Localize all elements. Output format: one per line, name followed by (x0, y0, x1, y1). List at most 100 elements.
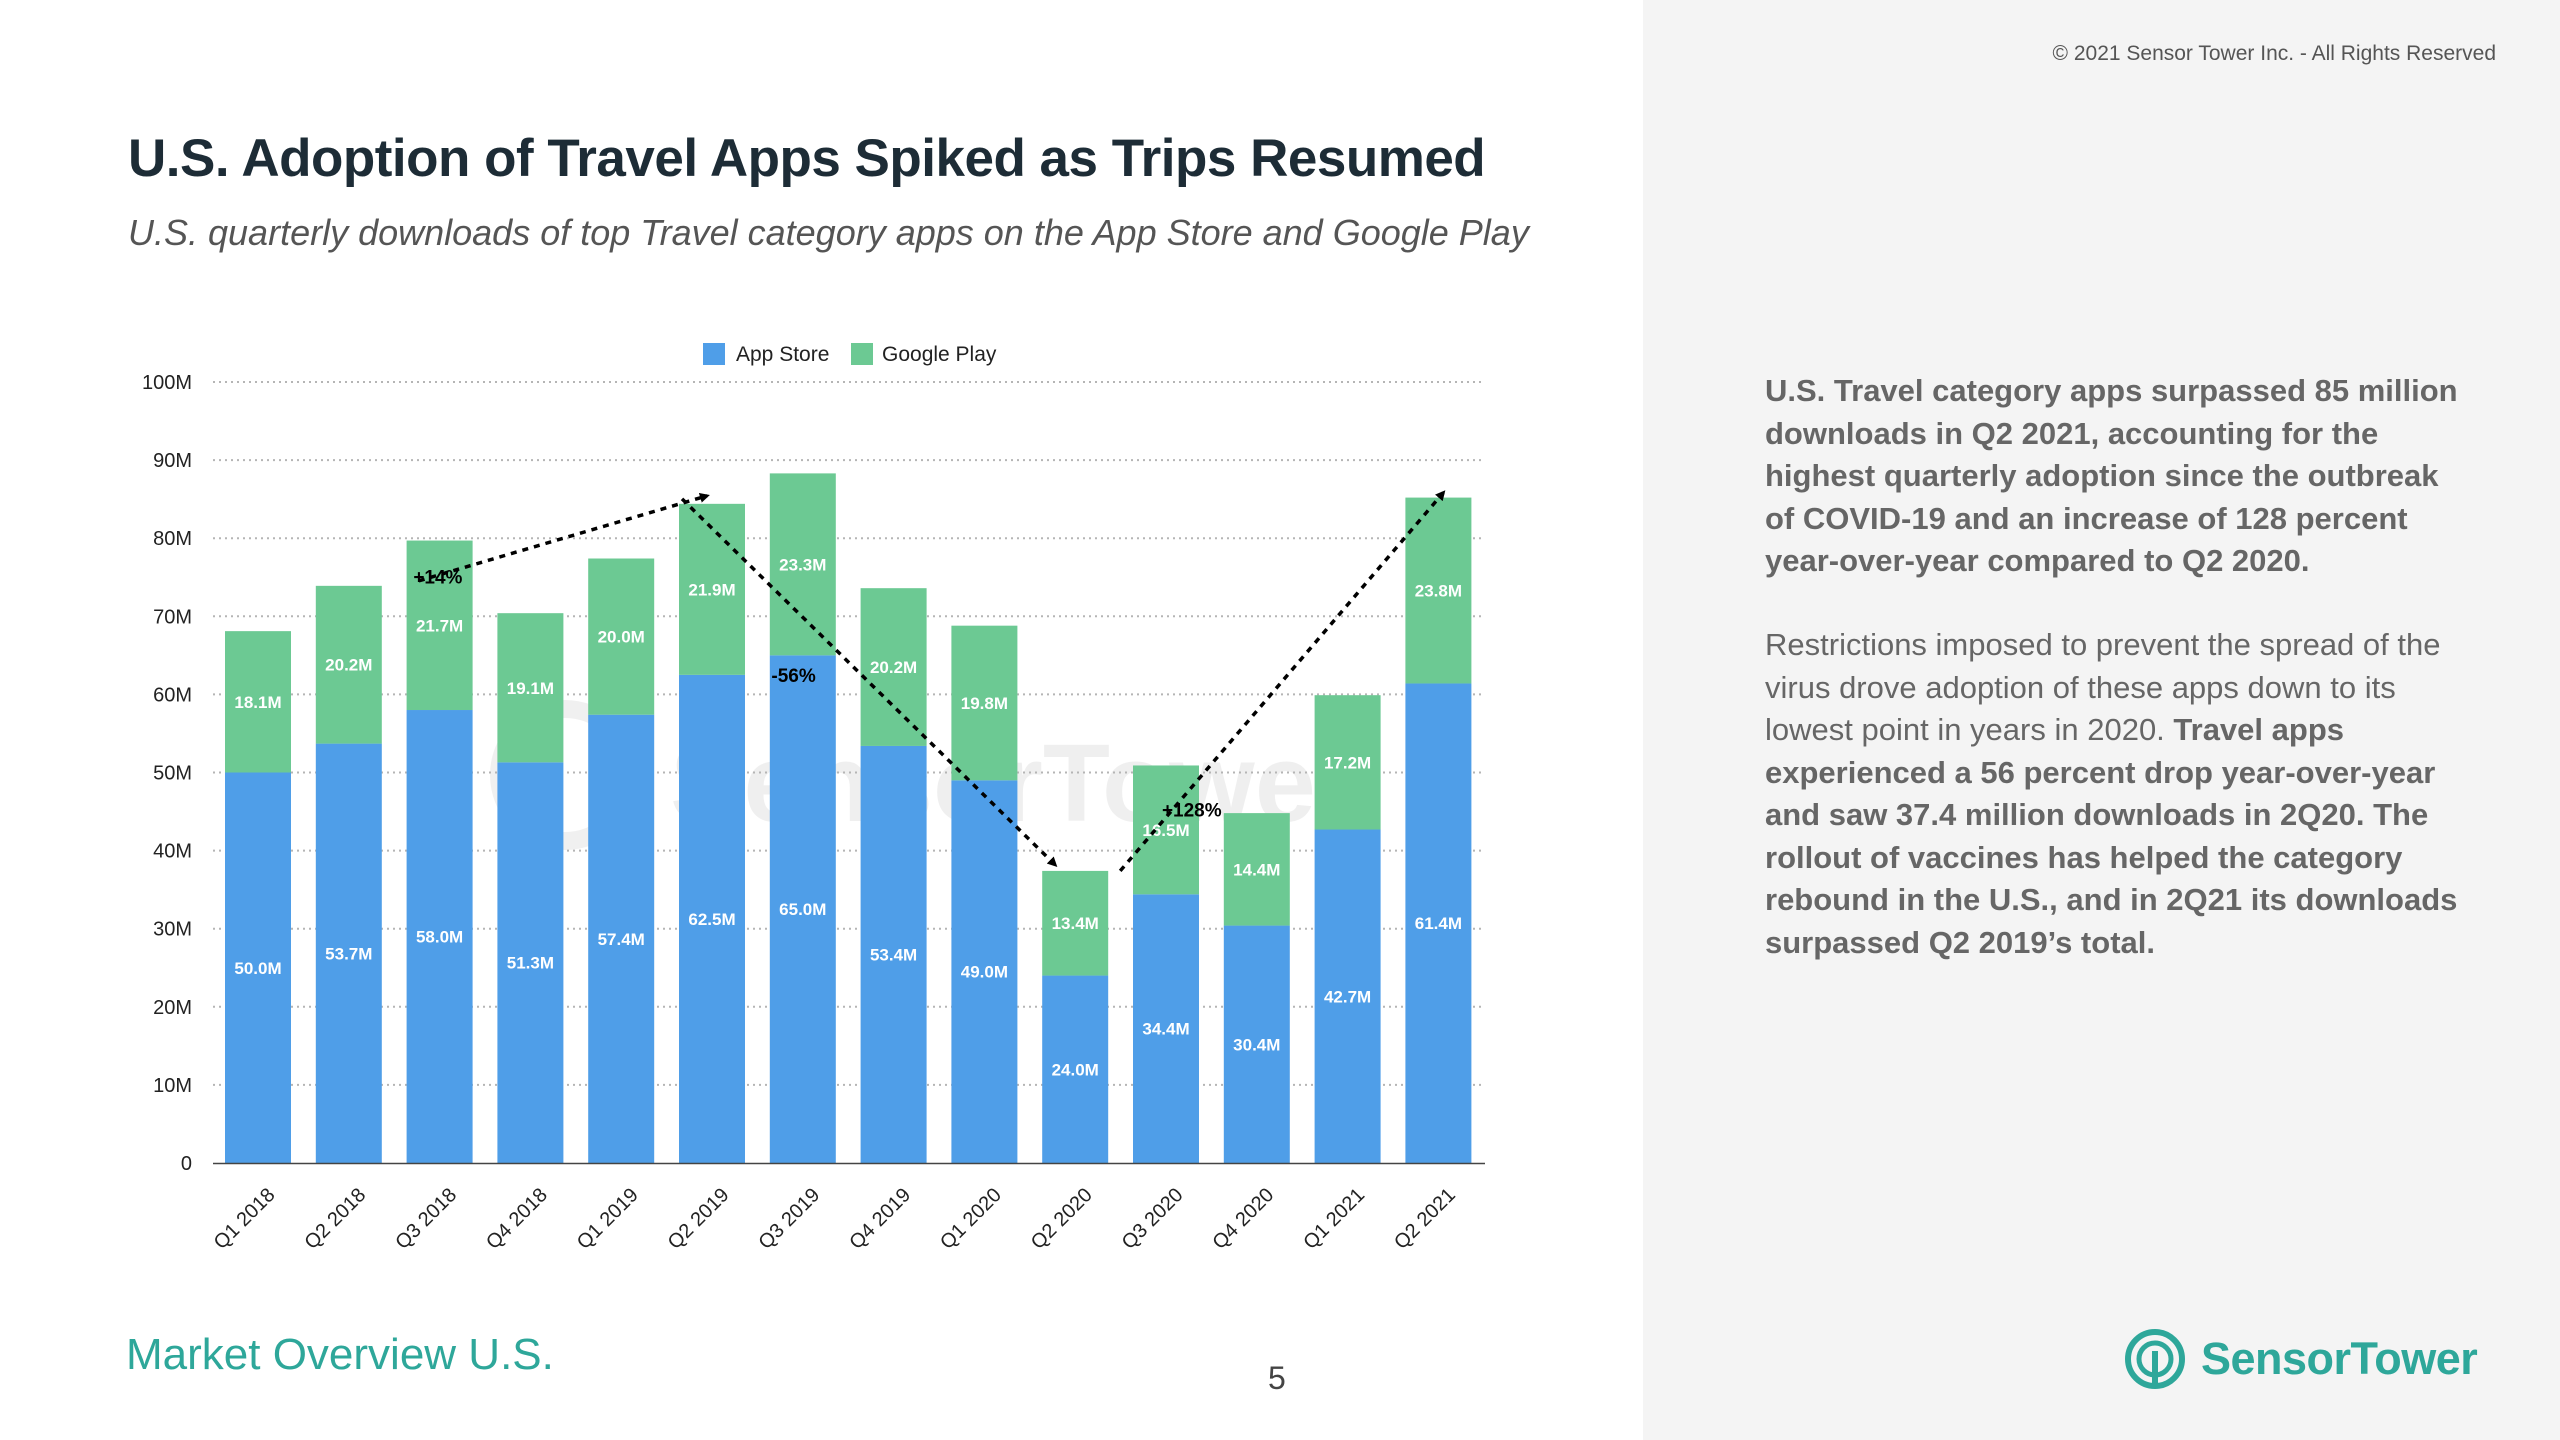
data-label-google-play: 20.0M (598, 628, 645, 647)
data-label-google-play: 19.1M (507, 679, 554, 698)
y-tick-label: 60M (153, 684, 192, 706)
copyright-notice: © 2021 Sensor Tower Inc. - All Rights Re… (2052, 42, 2496, 65)
x-tick-label: Q4 2019 (845, 1184, 915, 1254)
data-label-app-store: 65.0M (779, 900, 826, 919)
x-tick-label: Q2 2021 (1390, 1184, 1460, 1254)
data-label-app-store: 50.0M (234, 959, 281, 978)
annotation-label: -56% (771, 666, 815, 687)
x-tick-label: Q1 2021 (1299, 1184, 1369, 1254)
bar-app-store (497, 762, 564, 1163)
x-tick-label: Q1 2019 (573, 1184, 643, 1254)
brand-logo: SensorTower (2123, 1326, 2478, 1392)
bar-google-play (679, 503, 745, 675)
bar-google-play (1042, 870, 1109, 976)
chart-data-labels: 50.0M 18.1M 53.7M 20.2M 58.0M 21.7M 51.3M 19.1M… (234, 555, 1462, 1079)
downloads-chart: App Store Google Play 50.0M 18.1M 53.7M 20.… (142, 343, 1485, 1254)
x-tick-label: Q1 2018 (210, 1184, 280, 1254)
y-tick-label: 40M (153, 841, 192, 863)
y-tick-label: 70M (153, 606, 192, 628)
data-label-google-play: 20.2M (325, 656, 372, 675)
annotation-label: +14% (413, 567, 462, 588)
data-label-app-store: 62.5M (688, 910, 735, 929)
x-tick-label: Q1 2020 (936, 1184, 1006, 1254)
data-label-app-store: 53.4M (870, 945, 917, 964)
legend-swatch-app-store (703, 343, 725, 365)
chart-gridlines (213, 381, 1485, 1086)
data-label-google-play: 19.8M (961, 694, 1008, 713)
bar-app-store (1314, 829, 1381, 1163)
legend-swatch-google-play (851, 343, 873, 365)
y-tick-label: 100M (142, 372, 192, 394)
data-label-app-store: 49.0M (961, 963, 1008, 982)
data-label-app-store: 51.3M (507, 954, 554, 973)
bar-app-store (679, 674, 745, 1163)
bar-google-play (769, 473, 836, 656)
data-label-app-store: 34.4M (1142, 1020, 1189, 1039)
x-tick-label: Q2 2020 (1027, 1184, 1097, 1254)
bar-google-play (951, 625, 1018, 781)
x-tick-label: Q2 2018 (301, 1184, 371, 1254)
data-label-google-play: 17.2M (1324, 753, 1371, 772)
brand-name: SensorTower (2201, 1333, 2478, 1384)
y-tick-label: 10M (153, 1075, 192, 1097)
summary-paragraph-2-text: Restrictions imposed to prevent the spre… (1765, 627, 2441, 747)
bar-app-store (1042, 975, 1109, 1163)
y-tick-label: 0 (181, 1153, 192, 1175)
bar-google-play (1314, 695, 1381, 830)
bar-app-store (769, 655, 836, 1163)
data-label-google-play: 14.4M (1233, 860, 1280, 879)
y-tick-label: 90M (153, 450, 192, 472)
data-label-google-play: 16.5M (1142, 821, 1189, 840)
annotation-arrow (680, 497, 1058, 868)
summary-paragraph-2: Restrictions imposed to prevent the spre… (1765, 624, 2465, 964)
data-label-app-store: 58.0M (416, 928, 463, 947)
data-label-app-store: 42.7M (1324, 987, 1371, 1006)
bar-app-store (588, 714, 655, 1163)
summary-paragraph-2-bold: Travel apps experienced a 56 percent dro… (1765, 712, 2458, 960)
x-tick-label: Q3 2020 (1118, 1184, 1188, 1254)
page-title: U.S. Adoption of Travel Apps Spiked as T… (128, 129, 1486, 188)
bar-google-play (315, 585, 382, 744)
bar-app-store (860, 745, 927, 1163)
chart-annotations: +14% -56% +128% (413, 490, 1446, 873)
bar-app-store (1223, 925, 1290, 1163)
bar-app-store (1133, 894, 1199, 1163)
bar-app-store (315, 743, 382, 1163)
chart-bars (225, 473, 1472, 1163)
data-label-google-play: 13.4M (1052, 914, 1099, 933)
bar-app-store (406, 710, 473, 1163)
data-label-google-play: 18.1M (234, 693, 281, 712)
x-tick-label: Q4 2020 (1209, 1184, 1279, 1254)
annotation-label: +128% (1162, 801, 1222, 822)
legend-label-app-store: App Store (736, 343, 829, 366)
bar-google-play (406, 540, 473, 711)
summary-paragraph-1: U.S. Travel category apps surpassed 85 m… (1765, 373, 2458, 578)
data-label-app-store: 57.4M (598, 930, 645, 949)
data-label-google-play: 21.9M (688, 580, 735, 599)
page-number: 5 (1268, 1360, 1286, 1396)
sensor-tower-logo-icon (2125, 1329, 2185, 1389)
y-tick-label: 30M (153, 919, 192, 941)
y-tick-label: 50M (153, 763, 192, 785)
data-label-google-play: 23.8M (1415, 582, 1462, 601)
bar-app-store (951, 780, 1018, 1163)
data-label-app-store: 61.4M (1415, 914, 1462, 933)
bar-app-store (1405, 683, 1472, 1163)
x-tick-label: Q4 2018 (482, 1184, 552, 1254)
legend-label-google-play: Google Play (882, 343, 997, 366)
data-label-app-store: 30.4M (1233, 1035, 1280, 1054)
data-label-app-store: 24.0M (1052, 1060, 1099, 1079)
bar-google-play (1223, 813, 1290, 926)
x-tick-label: Q3 2019 (755, 1184, 825, 1254)
bar-google-play (225, 631, 291, 773)
annotation-arrow (418, 493, 710, 583)
bar-app-store (225, 772, 291, 1163)
data-label-google-play: 23.3M (779, 555, 826, 574)
footer-section-title: Market Overview U.S. (126, 1330, 554, 1379)
data-label-google-play: 20.2M (870, 658, 917, 677)
y-tick-label: 80M (153, 528, 192, 550)
bar-google-play (1133, 765, 1199, 895)
x-tick-label: Q3 2018 (391, 1184, 461, 1254)
data-label-app-store: 53.7M (325, 944, 372, 963)
bar-google-play (860, 588, 927, 746)
